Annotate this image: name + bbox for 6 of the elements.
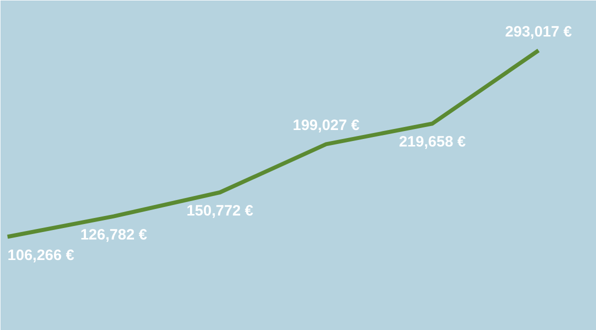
data-label: 219,658 € <box>398 134 466 151</box>
data-label: 199,027 € <box>292 117 360 134</box>
data-label: 293,017 € <box>505 23 573 40</box>
data-label: 106,266 € <box>8 246 75 264</box>
data-label: 126,782 € <box>80 226 148 244</box>
data-label: 150,772 € <box>186 202 254 220</box>
